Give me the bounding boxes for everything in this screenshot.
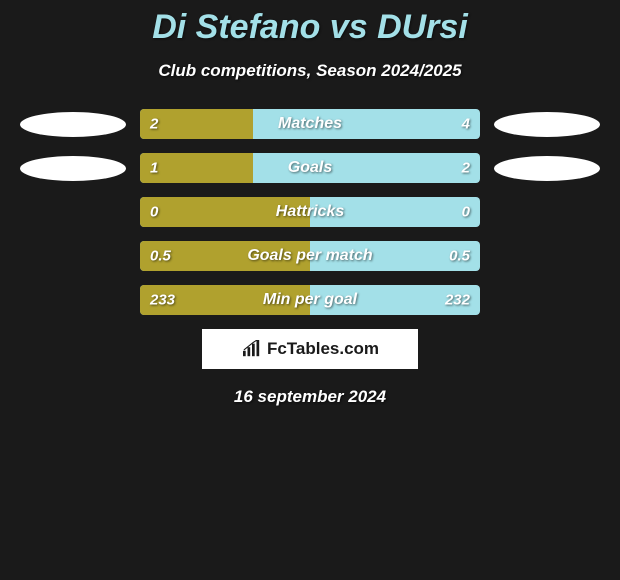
stat-label: Min per goal xyxy=(263,291,357,309)
page-subtitle: Club competitions, Season 2024/2025 xyxy=(0,61,620,81)
stat-value-left: 0.5 xyxy=(150,248,171,265)
brand-badge: FcTables.com xyxy=(202,329,418,369)
left-badge-slot xyxy=(20,286,126,314)
stat-row: 233 Min per goal 232 xyxy=(0,285,620,315)
left-badge-slot xyxy=(20,110,126,138)
stat-label: Goals xyxy=(288,159,332,177)
page-title: Di Stefano vs DUrsi xyxy=(0,0,620,47)
player-badge-right xyxy=(494,156,600,181)
right-badge-slot xyxy=(494,154,600,182)
stat-row: 2 Matches 4 xyxy=(0,109,620,139)
stat-value-right: 232 xyxy=(445,292,470,309)
stat-row: 0.5 Goals per match 0.5 xyxy=(0,241,620,271)
right-badge-slot xyxy=(494,286,600,314)
stat-value-right: 2 xyxy=(462,160,470,177)
left-badge-slot xyxy=(20,198,126,226)
stat-row: 0 Hattricks 0 xyxy=(0,197,620,227)
right-badge-slot xyxy=(494,110,600,138)
brand-text: FcTables.com xyxy=(267,339,379,359)
stat-row: 1 Goals 2 xyxy=(0,153,620,183)
bar-chart-icon xyxy=(241,340,263,358)
player-badge-right xyxy=(494,112,600,137)
date-label: 16 september 2024 xyxy=(0,387,620,407)
stat-label: Hattricks xyxy=(276,203,344,221)
comparison-bars: 2 Matches 4 1 Goals 2 0 Hattricks 0 0.5 Goals per … xyxy=(0,109,620,315)
stat-bar: 233 Min per goal 232 xyxy=(140,285,480,315)
right-badge-slot xyxy=(494,198,600,226)
stat-bar: 1 Goals 2 xyxy=(140,153,480,183)
stat-label: Matches xyxy=(278,115,342,133)
stat-bar: 0.5 Goals per match 0.5 xyxy=(140,241,480,271)
stat-value-left: 233 xyxy=(150,292,175,309)
left-badge-slot xyxy=(20,154,126,182)
left-badge-slot xyxy=(20,242,126,270)
stat-label: Goals per match xyxy=(247,247,372,265)
stat-bar: 2 Matches 4 xyxy=(140,109,480,139)
stat-value-left: 0 xyxy=(150,204,158,221)
player-badge-left xyxy=(20,112,126,137)
stat-bar: 0 Hattricks 0 xyxy=(140,197,480,227)
stat-value-right: 0 xyxy=(462,204,470,221)
stat-value-right: 4 xyxy=(462,116,470,133)
stat-value-left: 1 xyxy=(150,160,158,177)
stat-value-right: 0.5 xyxy=(449,248,470,265)
player-badge-left xyxy=(20,156,126,181)
stat-value-left: 2 xyxy=(150,116,158,133)
right-badge-slot xyxy=(494,242,600,270)
